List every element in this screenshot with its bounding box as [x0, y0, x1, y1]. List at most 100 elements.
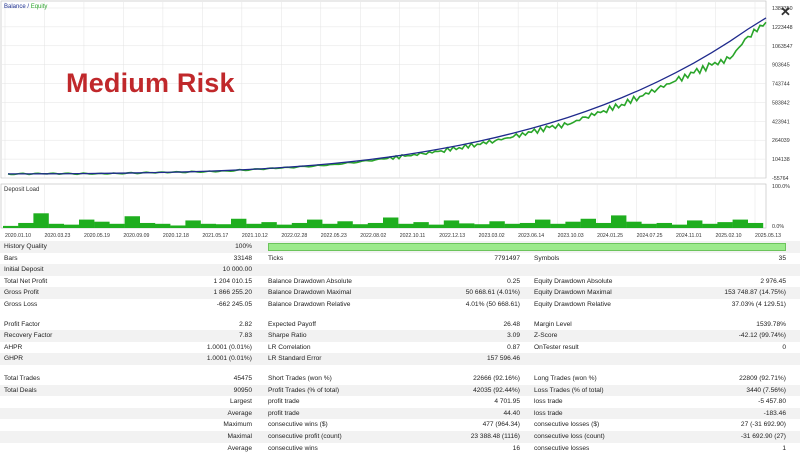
stat-label: Total Net Profit: [4, 277, 48, 285]
deposit-load-bar: [671, 224, 688, 228]
stat-label: Short Trades (won %): [268, 375, 332, 382]
stat-value: 2.82: [239, 320, 252, 328]
deposit-load-bar: [398, 223, 414, 228]
deposit-load-bar: [504, 223, 520, 228]
stat-label: loss trade: [534, 398, 563, 406]
stat-label: consecutive losses: [534, 444, 590, 452]
deposit-load-bar: [124, 216, 140, 228]
deposit-load-bar: [428, 224, 444, 228]
deposit-load-bar: [79, 219, 95, 228]
deposit-load-bar: [94, 221, 110, 228]
stat-value: 4 701.95: [494, 398, 520, 406]
stat-label: Balance Drawdown Absolute: [268, 277, 352, 285]
report-row: Profit Factor 2.82 Expected Payoff 26.48 Mar…: [0, 319, 800, 331]
stat-value: 157 596.46: [486, 355, 520, 363]
deposit-load-bar: [383, 217, 399, 228]
chart-legend: Balance / Equity: [4, 4, 47, 10]
deposit-load-bar: [3, 225, 19, 228]
x-tick-label: 2020.09.09: [123, 233, 149, 239]
stat-label: Initial Deposit: [4, 266, 44, 274]
stat-label: AHPR: [4, 343, 23, 351]
stat-label: Gross Profit: [4, 289, 39, 297]
stat-value: 37.03% (4 129.51): [731, 301, 786, 308]
x-tick-label: 2020.05.19: [84, 233, 110, 239]
x-tick-label: 2024.01.25: [597, 233, 623, 239]
x-tick-label: 2025.02.10: [716, 233, 742, 239]
x-tick-label: 2020.01.10: [5, 233, 31, 239]
stat-label: Recovery Factor: [4, 332, 53, 340]
x-tick-label: 2024.07.25: [637, 233, 663, 239]
deposit-load-bar: [33, 213, 49, 228]
report-row: Bars 33148 Ticks 7791497 Symbols 35: [0, 253, 800, 265]
deposit-load-bar: [595, 222, 612, 228]
deposit-load-bar: [702, 223, 718, 228]
stat-value: 0: [782, 343, 786, 351]
y-tick-label: 583842: [772, 100, 790, 106]
report-row: Average consecutive wins 16 consecutive los…: [0, 443, 800, 455]
stat-label: Long Trades (won %): [534, 375, 597, 382]
stat-label: Balance Drawdown Maximal: [268, 289, 352, 297]
stat-row-label: Maximum: [223, 421, 252, 429]
x-tick-label: 2023.06.14: [518, 233, 544, 239]
deposit-load-bar: [48, 223, 64, 228]
stat-label: profit trade: [268, 409, 300, 417]
stat-row-label: Maximal: [227, 433, 252, 440]
stat-value: 45475: [233, 375, 252, 382]
stat-label: LR Correlation: [268, 343, 311, 351]
history-quality-label: History Quality: [4, 243, 47, 250]
stat-value: [640, 353, 786, 365]
balance-line: [7, 17, 767, 175]
stat-label: Expected Payoff: [268, 320, 316, 328]
stat-label: Equity Drawdown Relative: [534, 301, 611, 308]
stat-value: 22666 (92.16%): [473, 375, 520, 382]
stat-label: consecutive loss (count): [534, 433, 605, 440]
report-row: Average profit trade 44.40 loss trade -183.4…: [0, 407, 800, 420]
close-icon[interactable]: ✕: [780, 4, 791, 19]
stat-label: Total Deals: [4, 386, 37, 394]
y-tick-label: 1063547: [772, 44, 793, 50]
stat-value: 477 (964.34): [482, 421, 520, 429]
stat-label: Equity Drawdown Absolute: [534, 277, 613, 285]
deposit-load-bar: [139, 222, 156, 228]
deposit-load-bar: [580, 218, 596, 228]
deposit-load-bar: [717, 222, 733, 228]
stat-value: 33148: [233, 254, 252, 262]
x-tick-label: 2022.10.11: [400, 233, 426, 239]
stat-label: Total Trades: [4, 375, 40, 382]
stat-label: GHPR: [4, 355, 24, 363]
stat-value: 44.40: [503, 409, 520, 417]
y-tick-label: 423941: [772, 119, 790, 125]
y-tick-label: 1223448: [772, 25, 793, 31]
deposit-load-bar: [367, 222, 384, 228]
stat-label: profit trade: [268, 398, 300, 406]
stat-label: Margin Level: [534, 320, 572, 328]
stat-value: -42.12 (99.74%): [738, 332, 786, 340]
stat-value: -183.46: [763, 409, 786, 417]
load-tick-label: 0.0%: [772, 224, 784, 230]
x-tick-label: 2022.08.02: [360, 233, 386, 239]
stat-value: 35: [778, 254, 786, 262]
backtest-report: History Quality 100% Bars 33148 Ticks 7791497…: [0, 241, 800, 475]
stat-value: 3.09: [507, 332, 520, 340]
y-tick-label: 1383350: [772, 6, 793, 12]
deposit-load-bar: [489, 221, 505, 228]
deposit-load-label: Deposit Load: [4, 187, 40, 193]
stat-value: 0.87: [507, 343, 520, 351]
chart-canvas: 1383350 1223448 1063547 903645 743744 583842 4…: [0, 0, 793, 239]
stat-value: 26.48: [503, 320, 520, 328]
load-tick-label: 100.0%: [772, 184, 790, 190]
y-tick-label: 104138: [772, 157, 790, 163]
report-row: Recovery Factor 7.83 Sharpe Ratio 3.09 Z-Sco…: [0, 330, 800, 342]
stat-label: consecutive wins: [268, 444, 318, 452]
stat-label: Profit Factor: [4, 320, 40, 328]
stat-value: 7.83: [239, 332, 252, 340]
stat-value: [380, 264, 520, 276]
stat-label: Ticks: [268, 254, 284, 262]
stat-row-label: Average: [227, 409, 252, 417]
stat-value: 23 388.48 (1116): [470, 433, 520, 440]
deposit-load-bar: [18, 222, 34, 228]
legend-separator: /: [25, 4, 31, 10]
deposit-load-bar: [170, 225, 186, 228]
stat-value: 42035 (92.44%): [473, 386, 520, 394]
x-tick-label: 2020.03.23: [44, 233, 70, 239]
